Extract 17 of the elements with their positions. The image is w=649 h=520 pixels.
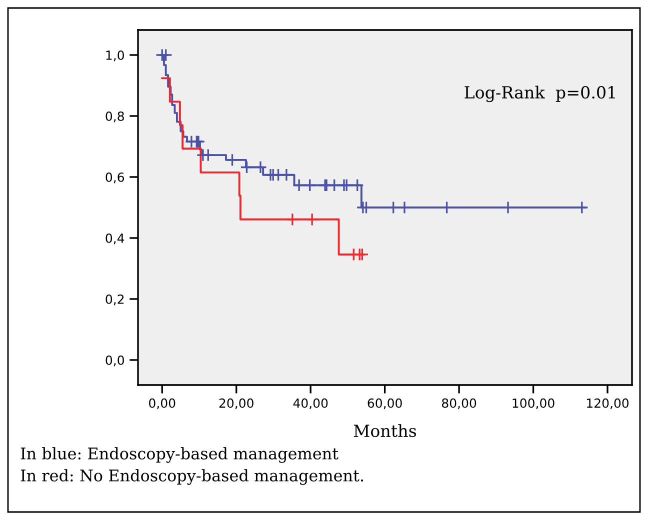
y-tick-label: 0,4 bbox=[106, 233, 124, 244]
x-tick-label: 40,00 bbox=[293, 398, 328, 410]
y-tick-label: 0,2 bbox=[106, 294, 124, 306]
y-tick-label: 0,0 bbox=[106, 355, 124, 366]
x-tick-label: 100,00 bbox=[512, 398, 554, 410]
x-tick-label: 60,00 bbox=[368, 398, 402, 410]
x-tick-label: 20,00 bbox=[219, 398, 254, 410]
text: In blue: Endoscopy-based management bbox=[20, 447, 338, 463]
x-axis-title: Months bbox=[354, 424, 416, 438]
y-tick-label: 0,8 bbox=[106, 111, 124, 122]
x-tick-label: 80,00 bbox=[442, 398, 476, 410]
annotation: Log-Rank p=0.01 bbox=[464, 86, 615, 102]
y-tick-label: 0,6 bbox=[106, 172, 124, 184]
x-tick-label: 0,00 bbox=[149, 398, 176, 410]
x-tick-label: 120,00 bbox=[587, 398, 629, 410]
text: In red: No Endoscopy-based management. bbox=[20, 469, 364, 485]
y-tick-label: 1,0 bbox=[106, 50, 124, 62]
